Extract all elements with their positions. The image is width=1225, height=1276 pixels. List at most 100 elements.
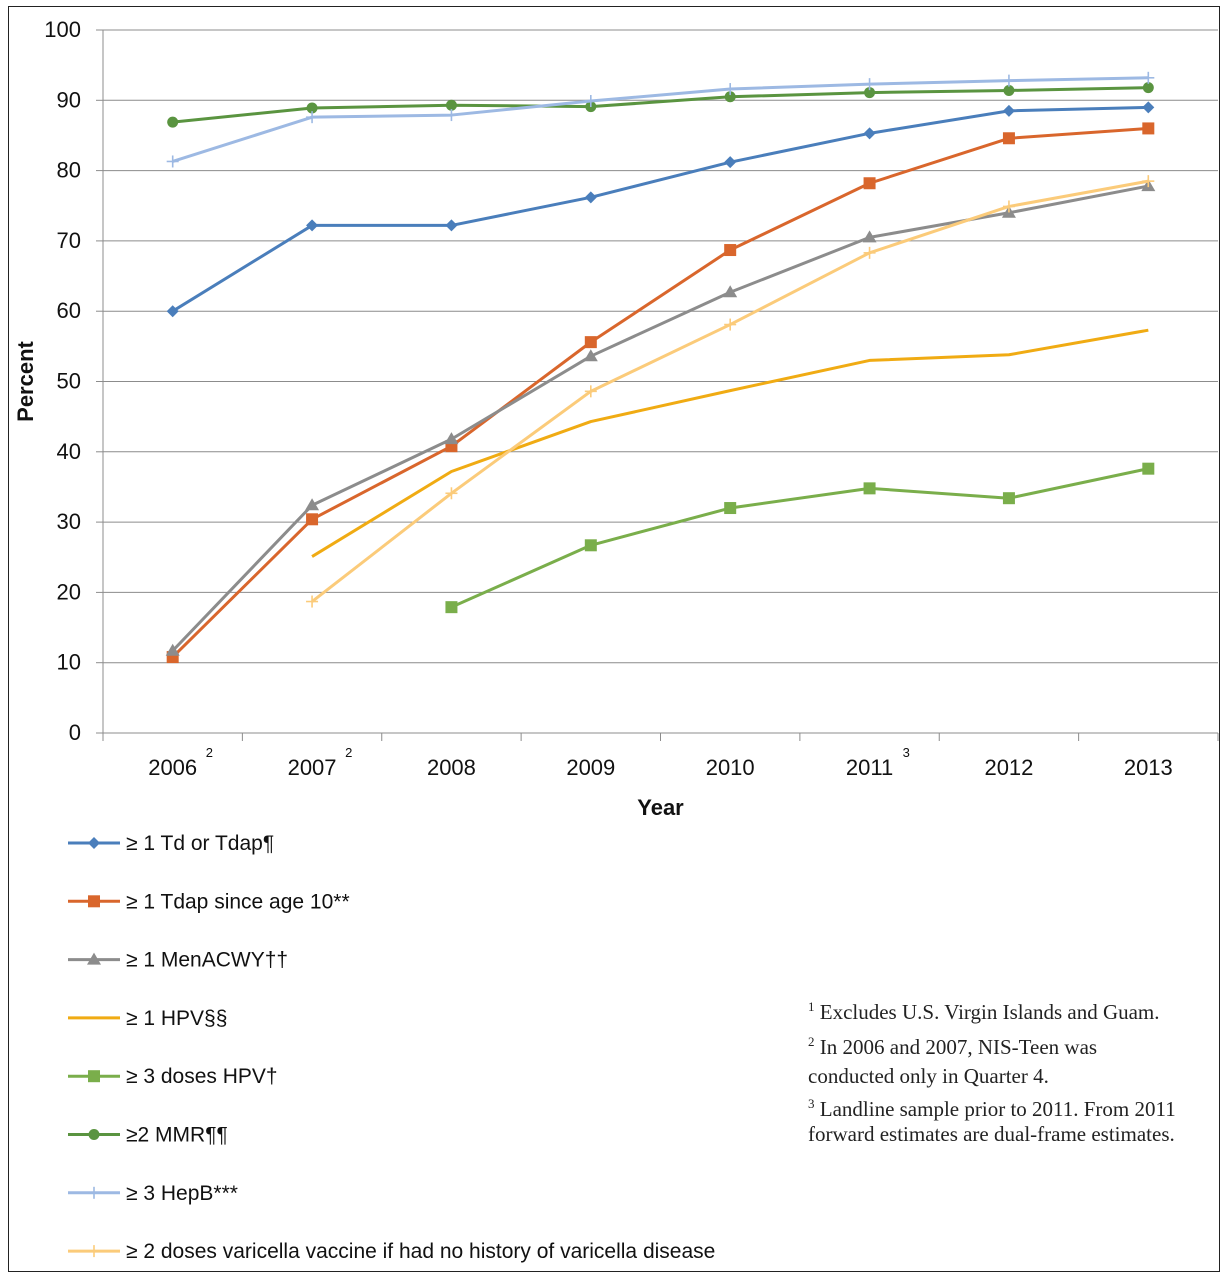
legend-label-4: ≥ 3 doses HPV† (126, 1065, 278, 1088)
y-tick-label-70: 70 (57, 228, 81, 253)
series-1-point-2007 (306, 513, 319, 526)
series-6 (166, 71, 1155, 168)
series-1-point-2012 (1002, 132, 1015, 145)
series-2-point-2010 (723, 285, 738, 298)
series-6-point-2013 (1142, 71, 1155, 84)
x-axis-title: Year (637, 795, 684, 820)
y-tick-label-10: 10 (57, 650, 81, 675)
series-7-point-2007 (306, 595, 319, 608)
legend-label-7: ≥ 2 doses varicella vaccine if had no hi… (126, 1240, 715, 1263)
series-4 (445, 462, 1155, 614)
series-2-point-2009 (583, 349, 598, 362)
x-tick-label-2006: 2006 (148, 755, 197, 780)
x-tick-label-2010: 2010 (706, 755, 755, 780)
series-5-point-2006 (167, 116, 179, 128)
series-5-point-2007 (306, 102, 318, 114)
series-4-point-2008 (445, 601, 458, 614)
legend-item-0: ≥ 1 Td or Tdap¶ (68, 832, 274, 855)
series-7-point-2011 (863, 246, 876, 259)
x-tick-label-2008: 2008 (427, 755, 476, 780)
series-5-line (172, 86, 1149, 124)
series-1-point-2009 (584, 336, 597, 349)
y-tick-label-40: 40 (57, 439, 81, 464)
legend-label-5: ≥2 MMR¶¶ (126, 1124, 228, 1147)
y-tick-label-60: 60 (57, 298, 81, 323)
legend-item-2: ≥ 1 MenACWY†† (68, 949, 288, 972)
series-2 (165, 179, 1156, 656)
legend-label-0: ≥ 1 Td or Tdap¶ (126, 832, 274, 855)
legend-swatch-marker-2 (87, 952, 101, 965)
footnote-2-text: In 2006 and 2007, NIS-Teen was conducted… (808, 1035, 1098, 1088)
series-5-point-2013 (1142, 82, 1154, 94)
series-6-point-2009 (584, 95, 597, 108)
series-4-point-2012 (1002, 492, 1015, 505)
legend-label-3: ≥ 1 HPV§§ (126, 1007, 227, 1030)
series-1-line (171, 126, 1149, 659)
series-4-point-2013 (1142, 462, 1155, 475)
series-0-point-2011 (863, 127, 876, 140)
series-6-point-2010 (724, 83, 737, 96)
series-0 (166, 101, 1155, 318)
legend-label-6: ≥ 3 HepB*** (126, 1182, 238, 1205)
series-7-point-2008 (445, 487, 458, 500)
x-tick-label-2012: 2012 (984, 755, 1033, 780)
series-4-point-2009 (584, 539, 597, 552)
series-2-point-2008 (444, 432, 459, 445)
series-1-point-2010 (724, 244, 737, 257)
footnote-3-marker: 3 (808, 1096, 815, 1111)
footnote-1-marker: 1 (808, 999, 815, 1014)
series-5-point-2008 (445, 99, 457, 111)
legend-item-5: ≥2 MMR¶¶ (68, 1124, 228, 1147)
series-0-point-2013 (1142, 101, 1155, 114)
y-tick-label-0: 0 (69, 720, 81, 745)
series-6-point-2012 (1002, 74, 1015, 87)
legend: ≥ 1 Td or Tdap¶ ≥ 1 Tdap since age 10** ≥ … (68, 832, 715, 1263)
series-0-point-2008 (445, 219, 458, 232)
series-7-point-2012 (1002, 200, 1015, 213)
legend-swatch-marker-1 (88, 895, 100, 908)
legend-label-1: ≥ 1 Tdap since age 10** (126, 890, 350, 913)
legend-label-2: ≥ 1 MenACWY†† (126, 949, 288, 972)
legend-item-6: ≥ 3 HepB*** (68, 1182, 238, 1205)
series-5 (167, 82, 1154, 128)
series-6-point-2006 (166, 155, 179, 168)
y-tick-label-90: 90 (57, 87, 81, 112)
x-tick-label-2011: 2011 (846, 755, 893, 780)
series-4-line (450, 467, 1149, 609)
series-0-point-2010 (724, 156, 737, 169)
series-6-point-2008 (445, 109, 458, 122)
series-layer (165, 71, 1156, 664)
series-7-point-2010 (724, 318, 737, 331)
series-0-point-2012 (1002, 104, 1015, 117)
legend-swatch-marker-5 (88, 1129, 100, 1140)
series-2-line (171, 184, 1149, 652)
y-tick-label-80: 80 (57, 158, 81, 183)
series-1 (166, 122, 1155, 664)
series-5-point-2010 (724, 91, 736, 103)
series-1-point-2011 (863, 177, 876, 190)
footnotes: 1 Excludes U.S. Virgin Islands and Guam.… (808, 992, 1178, 1147)
axes: 0 10 20 30 40 50 60 70 80 90 100 2006 2 2007 2 2008 2009… (44, 17, 1219, 780)
legend-item-3: ≥ 1 HPV§§ (68, 1007, 227, 1030)
x-tick-superscript-2011: 3 (903, 745, 910, 760)
series-1-point-2013 (1142, 122, 1155, 135)
series-0-line (171, 105, 1149, 313)
x-tick-superscript-2006: 2 (206, 745, 213, 760)
y-tick-label-100: 100 (44, 17, 81, 42)
legend-swatch-marker-0 (88, 837, 100, 849)
footnote-1: 1 Excludes U.S. Virgin Islands and Guam. (808, 992, 1178, 1027)
series-5-point-2011 (864, 87, 876, 99)
series-3 (311, 328, 1149, 558)
series-6-point-2007 (306, 111, 319, 124)
series-4-point-2010 (724, 502, 737, 515)
legend-swatch-marker-7 (88, 1245, 100, 1258)
x-tick-label-2007: 2007 (288, 755, 337, 780)
y-tick-label-50: 50 (57, 369, 81, 394)
legend-item-4: ≥ 3 doses HPV† (68, 1065, 278, 1088)
y-tick-label-20: 20 (57, 579, 81, 604)
series-2-point-2006 (165, 643, 180, 656)
footnote-3-text: Landline sample prior to 2011. From 2011… (808, 1097, 1176, 1146)
x-tick-label-2009: 2009 (566, 755, 615, 780)
series-7-point-2009 (584, 385, 597, 398)
